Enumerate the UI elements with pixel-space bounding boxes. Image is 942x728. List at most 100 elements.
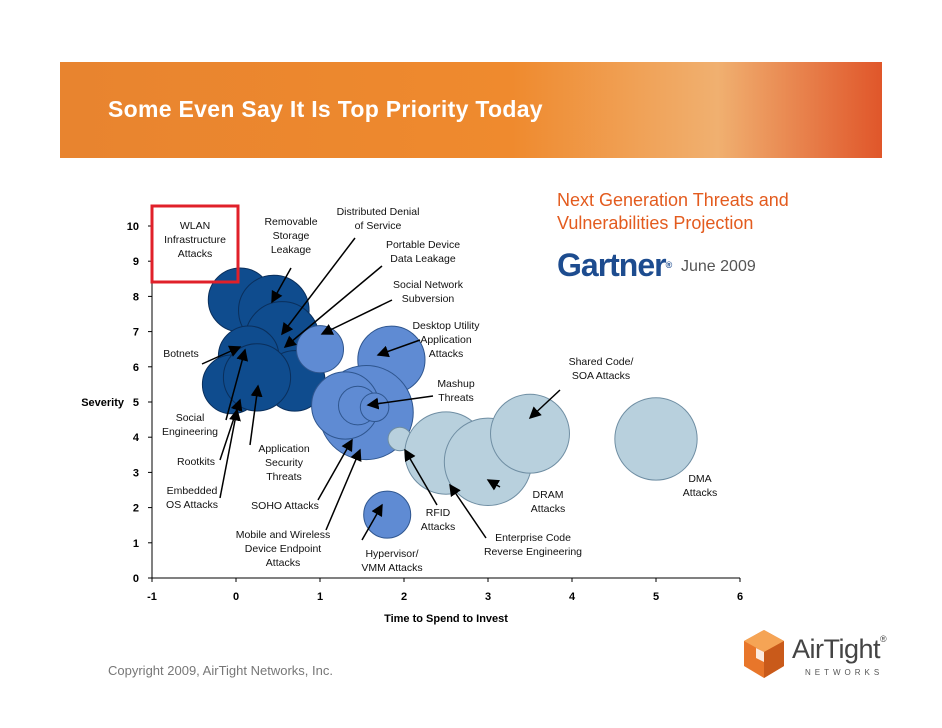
bubble-mid (359, 392, 390, 423)
annotation-label: Desktop Utility (412, 320, 480, 332)
x-tick-label: 5 (653, 591, 659, 603)
bubble-dark (222, 343, 292, 412)
annotation-label: SOA Attacks (572, 370, 630, 382)
bubble-mid (363, 490, 412, 539)
annotation-label: Threats (438, 392, 474, 404)
annotation-label: Device Endpoint (245, 543, 322, 555)
annotation-label: Hypervisor/ (365, 548, 418, 560)
y-tick-label: 1 (133, 538, 139, 550)
annotation-arrow (283, 265, 383, 348)
annotation-label: Engineering (162, 426, 218, 438)
y-tick-label: 4 (133, 432, 140, 444)
y-tick-label: 7 (133, 327, 139, 339)
bubble-light (614, 397, 698, 481)
annotation-label: Enterprise Code (495, 532, 571, 544)
projection-title: Next Generation Threats and Vulnerabilit… (557, 189, 789, 235)
x-tick-label: 1 (317, 591, 323, 603)
airtight-name: AirTight (792, 634, 881, 664)
annotation-label: Social Network (393, 279, 464, 291)
projection-line-2: Vulnerabilities Projection (557, 213, 754, 233)
annotation-label: DRAM (533, 489, 564, 501)
airtight-networks-label: NETWORKS (805, 668, 884, 677)
annotation-label: Mashup (437, 378, 475, 390)
annotation-label: SOHO Attacks (251, 500, 319, 512)
annotation-label: DMA (688, 473, 711, 485)
annotation-arrow (486, 479, 501, 491)
annotation-label: VMM Attacks (361, 562, 422, 574)
gartner-logo: Gartner® (557, 248, 672, 282)
annotation-label: Application (420, 334, 472, 346)
annotation-label: Attacks (421, 521, 455, 533)
y-tick-label: 5 (133, 397, 139, 409)
annotation-arrow (271, 267, 292, 304)
copyright-footer: Copyright 2009, AirTight Networks, Inc. (108, 663, 333, 678)
annotation-arrow (281, 237, 356, 336)
x-tick-label: 4 (569, 591, 576, 603)
y-tick-label: 3 (133, 467, 139, 479)
annotation-label: Embedded (167, 485, 218, 497)
x-tick-label: 3 (485, 591, 491, 603)
slide-title: Some Even Say It Is Top Priority Today (108, 96, 543, 122)
airtight-logo: AirTight® NETWORKS (742, 628, 887, 692)
annotation-label: Attacks (683, 487, 717, 499)
y-tick-label: 2 (133, 503, 139, 515)
annotation-label: WLAN (180, 220, 210, 232)
title-banner: Some Even Say It Is Top Priority Today (60, 62, 882, 158)
x-tick-label: 6 (737, 591, 743, 603)
annotation-label: RFID (426, 507, 451, 519)
annotation-arrow (376, 339, 421, 358)
y-tick-label: 6 (133, 362, 139, 374)
y-tick-label: 8 (133, 291, 139, 303)
annotation-arrow (201, 345, 242, 365)
annotation-label: Distributed Denial (337, 206, 420, 218)
gartner-wordmark: Gartner (557, 247, 667, 283)
x-axis-title: Time to Spend to Invest (384, 613, 508, 625)
annotation-arrow (361, 503, 383, 541)
annotation-arrow (225, 348, 249, 421)
gartner-registered-mark: ® (665, 260, 673, 270)
annotation-label: Social (176, 412, 205, 424)
y-tick-label: 9 (133, 256, 139, 268)
annotation-arrow (249, 384, 263, 446)
x-tick-label: 0 (233, 591, 239, 603)
annotation-arrow (219, 408, 241, 499)
annotation-label: Attacks (266, 557, 300, 569)
annotation-label: Shared Code/ (569, 356, 634, 368)
annotation-label: Application (258, 443, 310, 455)
annotation-arrow (366, 395, 434, 410)
annotation-label: Infrastructure (164, 234, 226, 246)
annotation-label: Storage (273, 230, 310, 242)
annotation-label: Subversion (402, 293, 455, 305)
annotation-label: Security (265, 457, 304, 469)
annotation-label: of Service (355, 220, 402, 232)
annotation-label: OS Attacks (166, 499, 218, 511)
wlan-highlight-box (150, 204, 240, 284)
bubble-mid (295, 325, 345, 374)
annotation-arrow (317, 438, 353, 501)
airtight-cube-icon (744, 630, 784, 678)
airtight-registered-mark: ® (880, 634, 887, 644)
annotation-label: Attacks (429, 348, 463, 360)
annotation-label: Reverse Engineering (484, 546, 582, 558)
projection-date: June 2009 (681, 258, 756, 275)
projection-line-1: Next Generation Threats and (557, 190, 789, 210)
airtight-wordmark: AirTight® (792, 634, 887, 665)
annotation-arrow (449, 483, 487, 539)
y-axis-title: Severity (81, 397, 125, 409)
annotation-label: Botnets (163, 348, 199, 360)
annotation-label: Removable (264, 216, 317, 228)
annotation-label: Rootkits (177, 456, 215, 468)
annotation-label: Data Leakage (390, 253, 456, 265)
annotation-arrow (404, 448, 438, 506)
y-tick-label: 0 (133, 573, 139, 585)
annotation-label: Mobile and Wireless (236, 529, 331, 541)
annotation-arrow (325, 448, 362, 531)
annotation-arrow (528, 389, 561, 420)
annotation-label: Leakage (271, 244, 311, 256)
x-tick-label: 2 (401, 591, 407, 603)
annotation-arrow (320, 299, 393, 335)
annotation-label: Threats (266, 471, 302, 483)
annotation-label: Attacks (531, 503, 565, 515)
annotation-label: Attacks (178, 248, 212, 260)
